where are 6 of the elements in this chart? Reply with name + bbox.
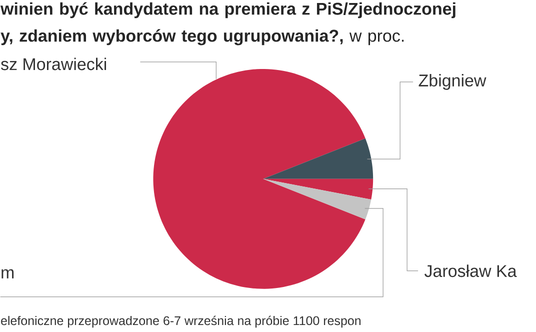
slice-label: m <box>2 269 14 278</box>
slice-label: sz Morawiecki <box>0 58 106 70</box>
text: elefoniczne przeprowadzone 6-7 września na próbie 1100 respon <box>1 316 360 328</box>
slice-label: Zbigniew <box>418 74 486 90</box>
slice-label: Jarosław Ka <box>424 264 517 278</box>
chart-title: winien być kandydatem na premiera z PiS/Zjednoczonej y, zdaniem wyborców tego ugrupowania?, w proc. <box>0 2 456 46</box>
